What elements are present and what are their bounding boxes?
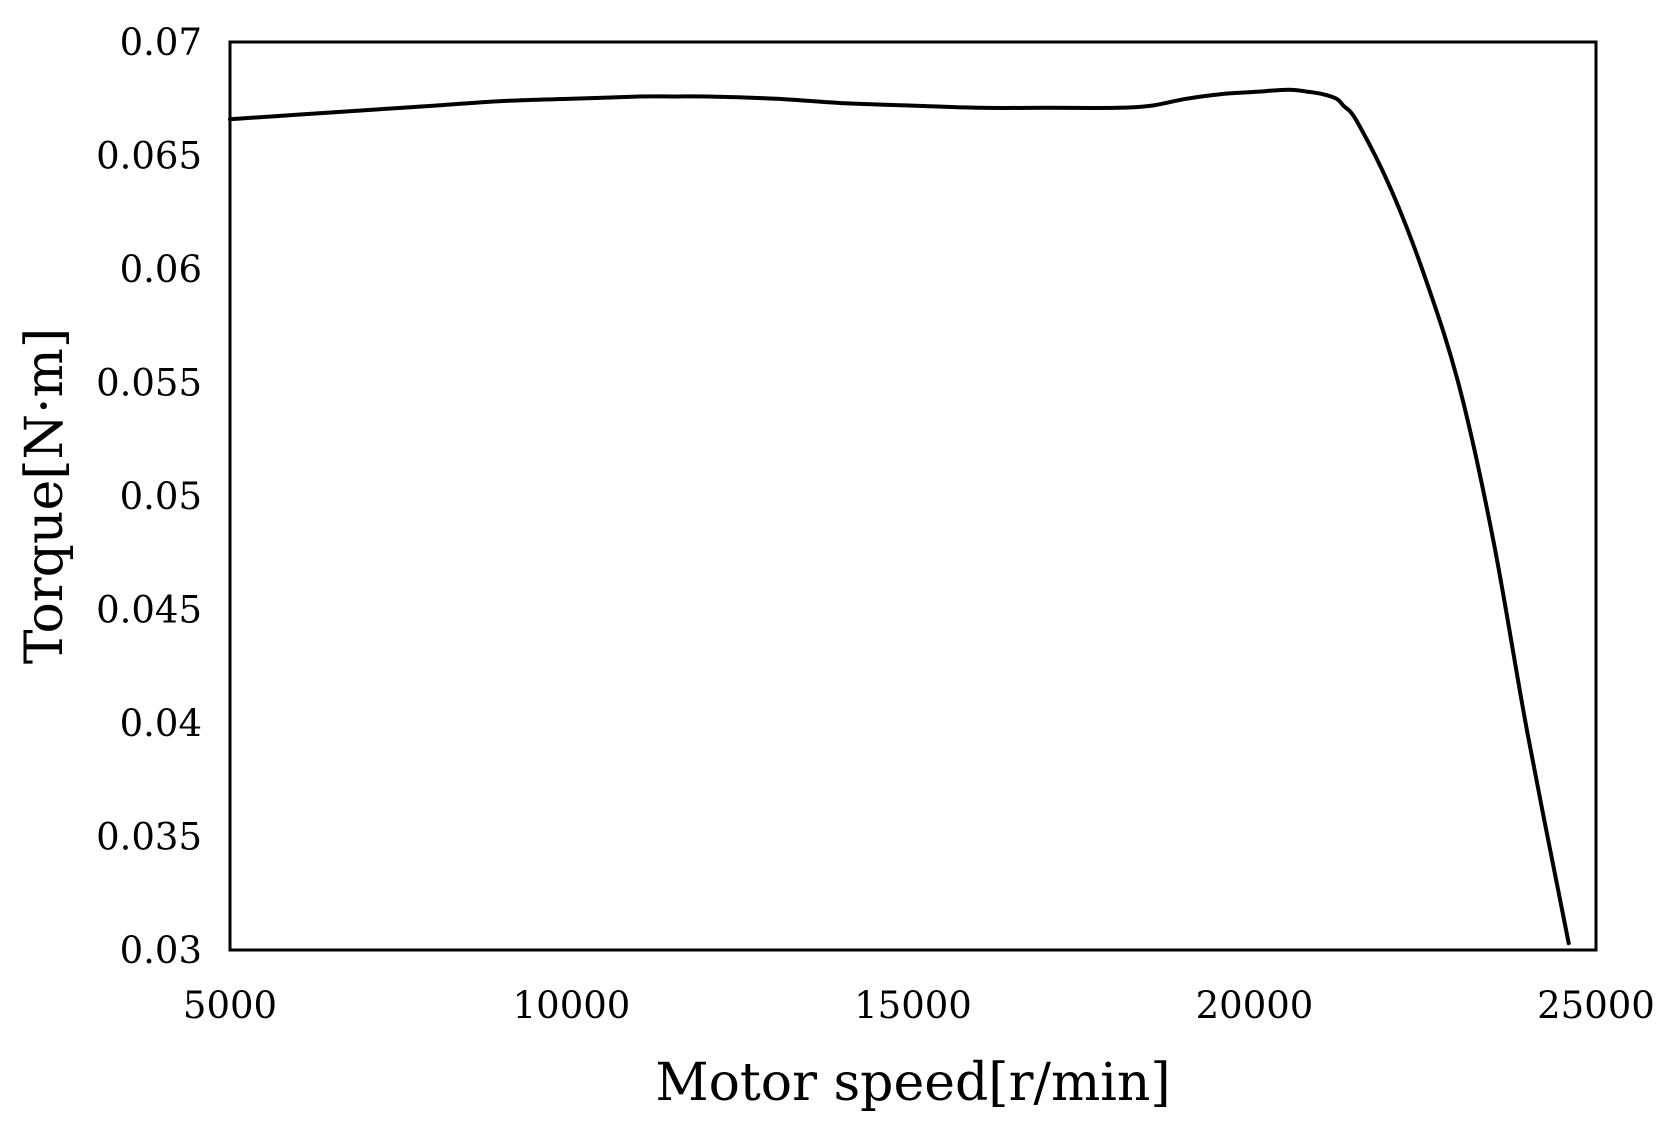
series-line-torque [228,87,1571,946]
y-tick-labels: 0.03 0.035 0.04 0.045 0.05 0.055 0.06 0.065 0.07 [96,21,202,972]
x-tick-label: 20000 [1196,984,1314,1027]
y-tick-label: 0.055 [96,362,202,405]
y-tick-label: 0.03 [120,929,202,972]
y-tick-label: 0.07 [120,21,202,64]
x-tick-labels: 5000 10000 15000 20000 25000 [183,984,1655,1027]
x-tick-label: 10000 [513,984,631,1027]
y-tick-label: 0.06 [120,248,202,291]
y-axis-title: Torque[N·m] [15,328,75,664]
y-tick-label: 0.04 [120,702,202,745]
y-tick-label: 0.045 [96,589,202,632]
x-axis-title: Motor speed[r/min] [655,1053,1170,1113]
x-tick-label: 15000 [854,984,972,1027]
y-tick-label: 0.05 [120,475,202,518]
plot-area-frame [228,40,1598,952]
x-tick-label: 5000 [183,984,277,1027]
y-tick-label: 0.035 [96,816,202,859]
y-tick-label: 0.065 [96,135,202,178]
x-tick-label: 25000 [1537,984,1655,1027]
